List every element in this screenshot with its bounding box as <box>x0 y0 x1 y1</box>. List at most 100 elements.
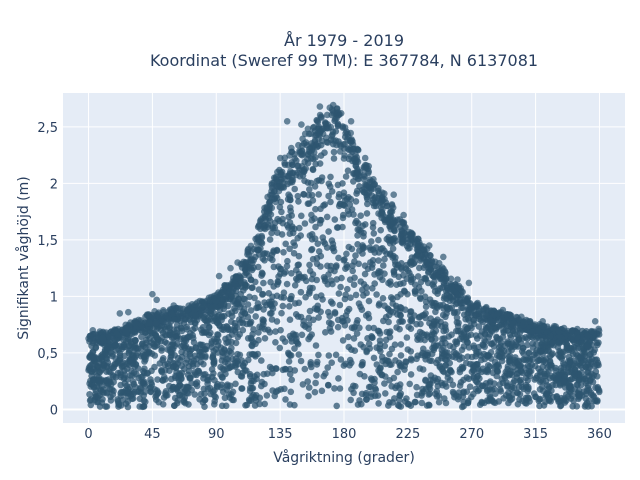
data-point <box>286 152 293 159</box>
chart-title-line2: Koordinat (Sweref 99 TM): E 367784, N 61… <box>150 51 538 70</box>
data-point <box>509 322 516 330</box>
data-point <box>267 211 275 218</box>
data-point <box>249 384 257 392</box>
data-point <box>325 228 332 235</box>
x-tick-label: 225 <box>395 427 420 442</box>
data-point <box>130 380 138 388</box>
data-point <box>188 301 196 308</box>
data-point <box>425 242 433 249</box>
data-point <box>297 288 305 296</box>
data-point <box>288 292 295 300</box>
data-point <box>453 314 461 322</box>
data-point <box>434 302 441 310</box>
data-point <box>561 384 569 391</box>
data-point <box>397 312 404 319</box>
data-point <box>281 338 289 346</box>
data-point <box>166 356 174 364</box>
data-point <box>269 225 277 232</box>
data-point <box>357 278 365 285</box>
data-point <box>306 288 313 295</box>
data-point <box>495 316 503 324</box>
data-point <box>339 314 346 322</box>
data-point <box>183 389 191 397</box>
data-point <box>422 303 430 311</box>
data-point <box>278 208 285 216</box>
data-point <box>549 339 556 347</box>
data-point <box>248 336 255 344</box>
data-point <box>352 252 359 259</box>
data-point <box>279 302 287 310</box>
data-point <box>430 341 438 349</box>
data-point <box>176 391 183 399</box>
data-point <box>381 380 388 387</box>
data-point <box>263 392 271 399</box>
data-point <box>291 345 298 352</box>
data-point <box>288 270 295 277</box>
data-point <box>500 395 507 402</box>
data-point <box>438 346 446 354</box>
data-point <box>158 368 166 376</box>
data-point <box>354 175 362 182</box>
data-point <box>479 365 487 373</box>
data-point <box>309 255 317 263</box>
data-point <box>318 387 326 395</box>
data-point <box>467 331 475 339</box>
data-point <box>105 333 113 340</box>
data-point <box>565 353 573 361</box>
data-point <box>260 370 268 378</box>
data-point <box>341 322 349 329</box>
data-point <box>470 390 477 398</box>
data-point <box>286 332 294 340</box>
data-point <box>426 251 434 259</box>
data-point <box>386 350 393 358</box>
data-point <box>335 375 342 382</box>
data-point <box>474 373 481 380</box>
data-point <box>157 326 165 334</box>
data-point <box>244 251 251 258</box>
data-point <box>377 226 385 234</box>
data-point <box>316 103 324 110</box>
data-point <box>148 381 156 388</box>
data-point <box>177 324 185 331</box>
data-point <box>201 403 208 411</box>
x-axis-title: Vågriktning (grader) <box>273 449 415 466</box>
data-point <box>247 397 255 404</box>
data-point <box>312 223 319 231</box>
data-point <box>357 303 364 311</box>
data-point <box>389 399 397 406</box>
data-point <box>280 180 288 187</box>
data-point <box>170 302 177 309</box>
data-point <box>138 333 145 341</box>
data-point <box>174 308 182 316</box>
data-point <box>293 335 300 343</box>
data-point <box>397 403 405 410</box>
data-point <box>275 263 282 270</box>
data-point <box>331 385 338 392</box>
data-point <box>261 400 269 408</box>
data-point <box>241 310 249 317</box>
data-point <box>215 272 223 280</box>
data-point <box>211 335 218 343</box>
data-point <box>178 348 185 356</box>
data-point <box>339 180 346 187</box>
data-point <box>117 392 125 400</box>
data-point <box>317 292 325 299</box>
data-point <box>313 306 321 314</box>
data-point <box>352 198 360 205</box>
data-point <box>285 161 292 169</box>
data-point <box>238 385 245 392</box>
data-point <box>217 344 225 351</box>
data-point <box>234 259 241 266</box>
data-point <box>147 376 154 383</box>
data-point <box>139 340 146 347</box>
data-point <box>422 376 429 384</box>
data-point <box>407 355 415 363</box>
y-tick-label: 1,5 <box>37 234 58 249</box>
data-point <box>435 398 443 406</box>
data-point <box>408 316 416 323</box>
data-point <box>458 363 466 371</box>
data-point <box>463 325 471 333</box>
data-point <box>361 270 369 278</box>
data-point <box>341 202 349 209</box>
data-point <box>261 380 268 388</box>
